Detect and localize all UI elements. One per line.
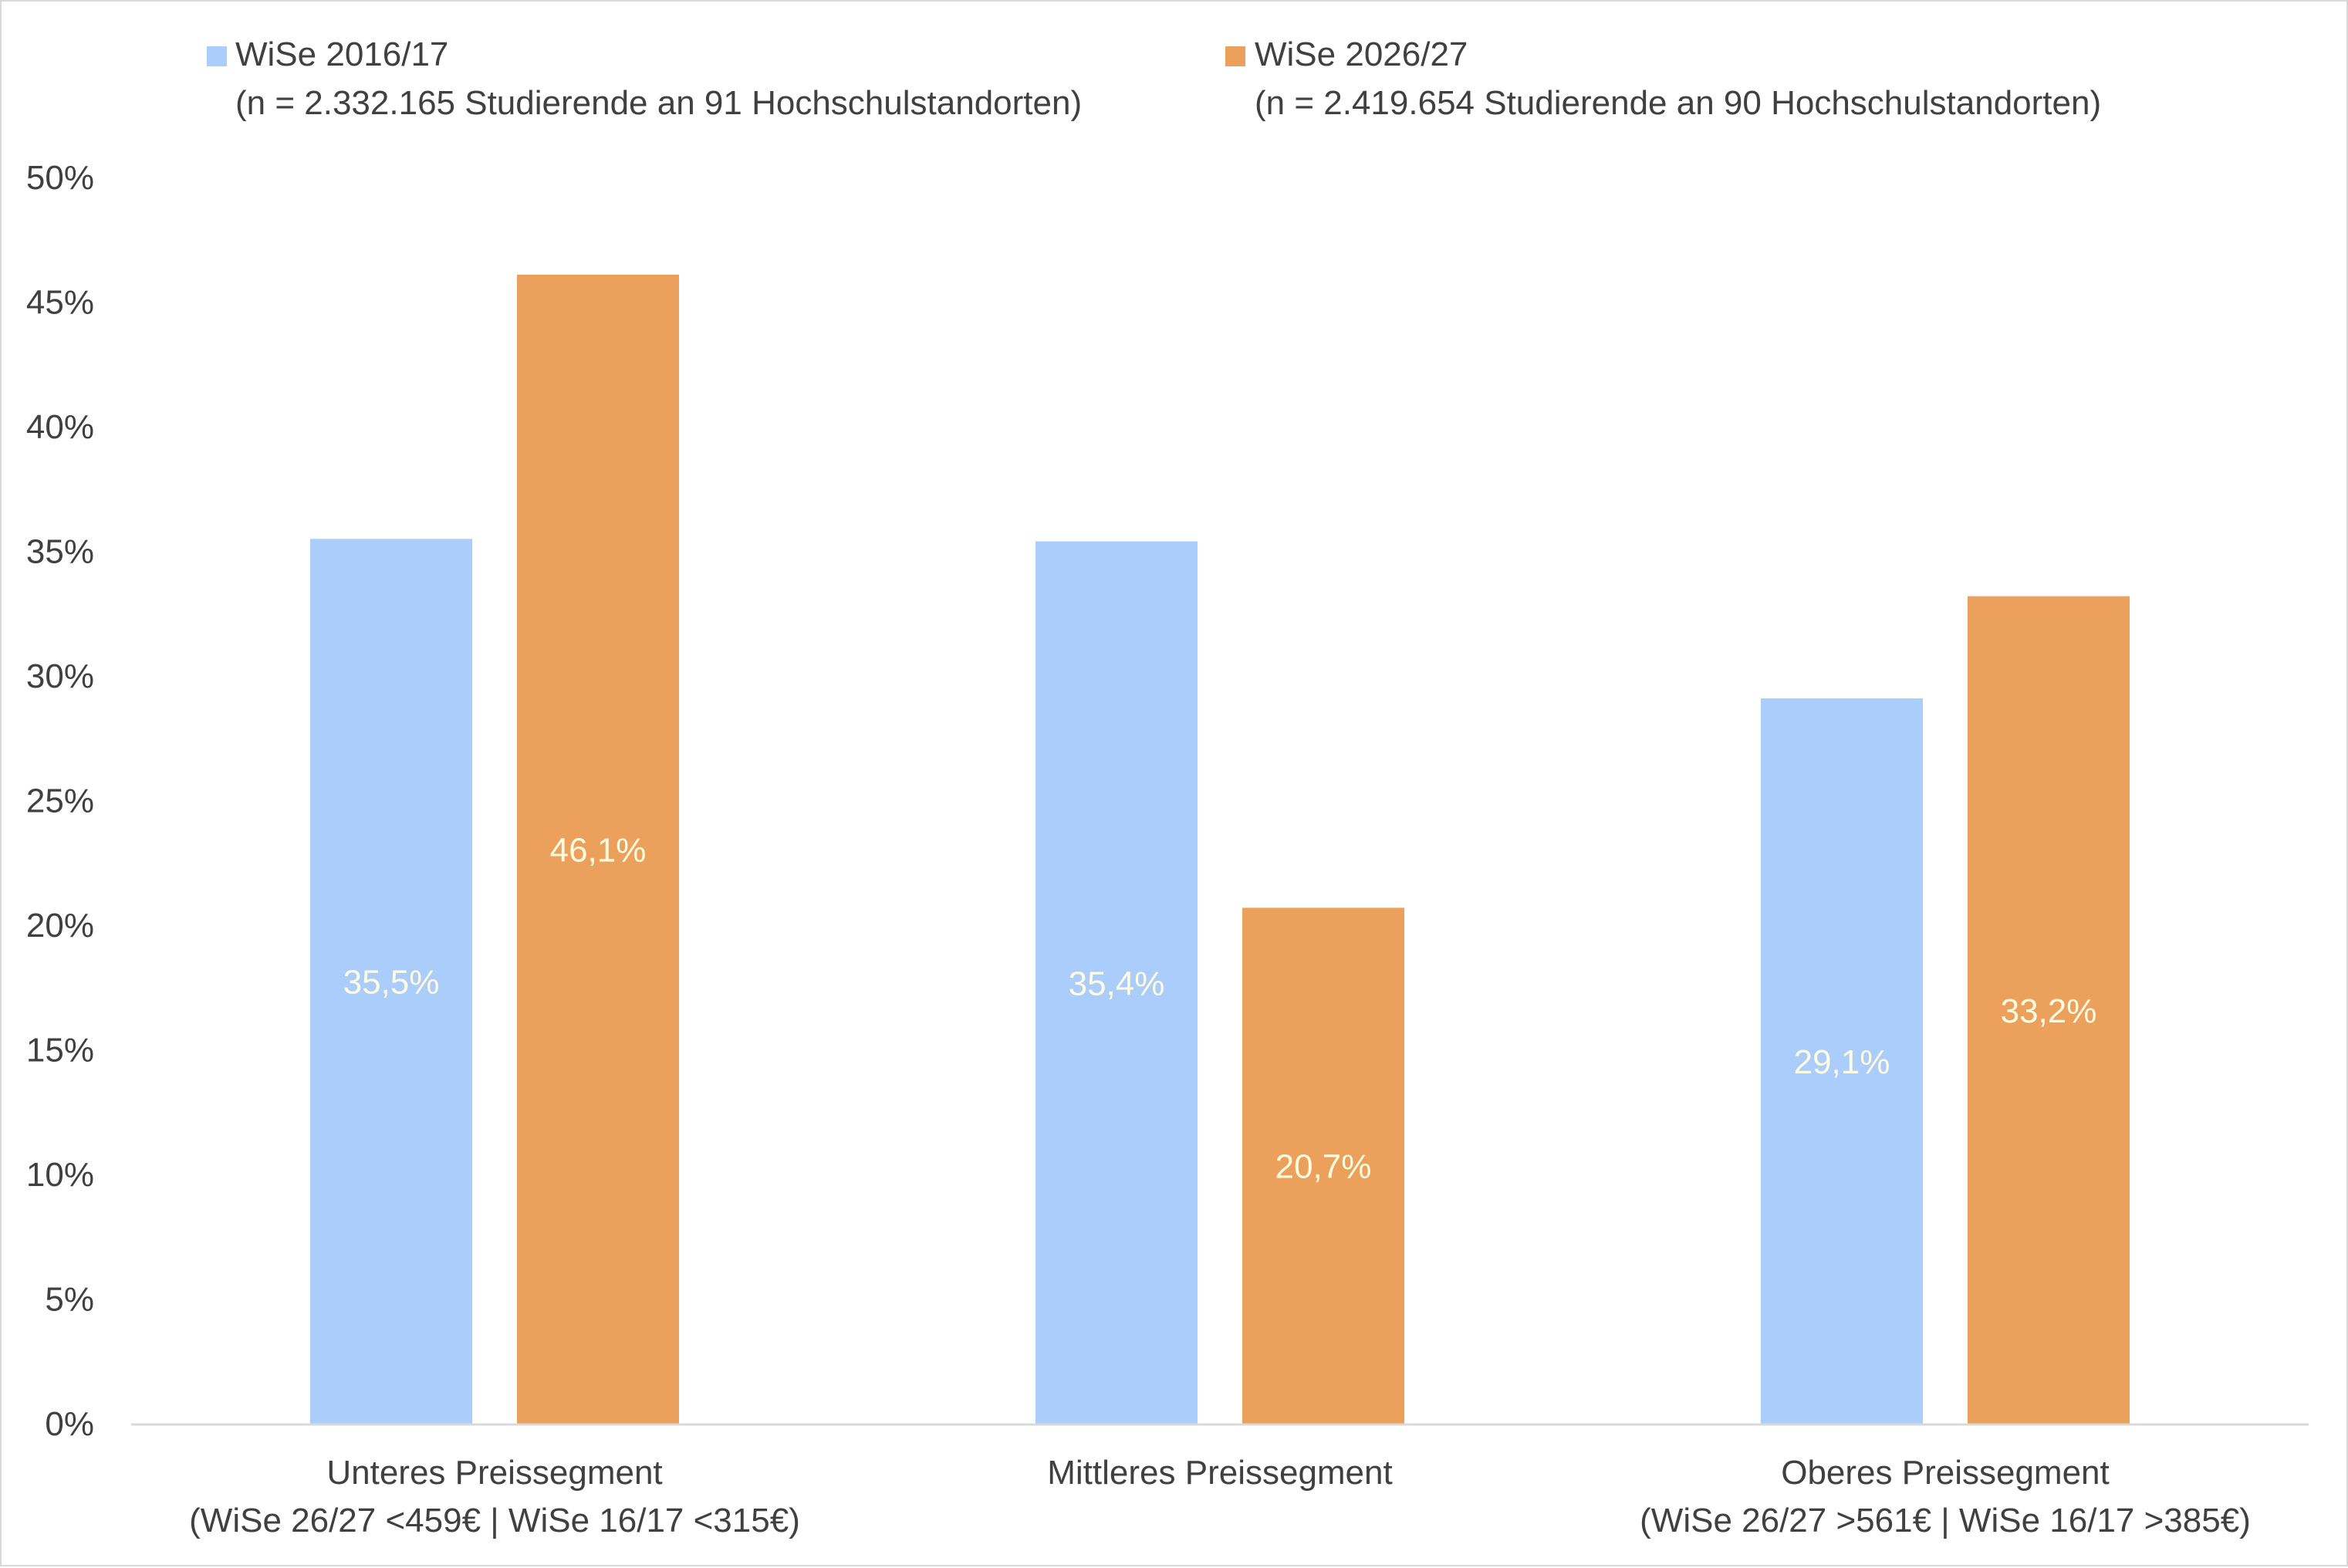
legend-label-wise-2026-27: WiSe 2026/27 bbox=[1255, 35, 1468, 73]
y-tick-label: 15% bbox=[26, 1032, 94, 1070]
y-tick-label: 45% bbox=[26, 284, 94, 322]
category-label-oberes-line2: (WiSe 26/27 >561€ | WiSe 16/17 >385€) bbox=[1640, 1502, 2251, 1539]
data-label: 46,1% bbox=[550, 831, 647, 869]
bar bbox=[1968, 596, 2130, 1424]
category-label-mittleres-line1: Mittleres Preissegment bbox=[1047, 1454, 1393, 1492]
y-tick-label: 25% bbox=[26, 782, 94, 820]
category-label-oberes: Oberes Preissegment (WiSe 26/27 >561€ | … bbox=[1559, 1449, 2331, 1545]
category-label-unteres-line2: (WiSe 26/27 <459€ | WiSe 16/17 <315€) bbox=[189, 1502, 800, 1539]
data-label: 33,2% bbox=[2001, 992, 2097, 1030]
data-label: 20,7% bbox=[1275, 1148, 1372, 1186]
data-label: 35,4% bbox=[1069, 965, 1165, 1002]
y-tick-label: 50% bbox=[26, 159, 94, 197]
category-label-oberes-line1: Oberes Preissegment bbox=[1781, 1454, 2110, 1492]
category-label-mittleres: Mittleres Preissegment bbox=[834, 1449, 1606, 1497]
data-label: 29,1% bbox=[1794, 1043, 1890, 1081]
legend-note-wise-2016-17: (n = 2.332.165 Studierende an 91 Hochsch… bbox=[235, 84, 1083, 122]
y-tick-label: 5% bbox=[45, 1281, 94, 1319]
data-label: 35,5% bbox=[343, 964, 440, 1002]
bar bbox=[1035, 541, 1198, 1424]
y-tick-label: 0% bbox=[45, 1405, 94, 1443]
bar bbox=[1761, 698, 1923, 1424]
bar bbox=[310, 539, 472, 1424]
y-tick-label: 40% bbox=[26, 408, 94, 446]
category-label-unteres: Unteres Preissegment (WiSe 26/27 <459€ |… bbox=[109, 1449, 880, 1545]
legend-note-wise-2026-27: (n = 2.419.654 Studierende an 90 Hochsch… bbox=[1255, 84, 2102, 122]
bar bbox=[517, 274, 679, 1424]
legend-label-wise-2016-17: WiSe 2016/17 bbox=[235, 35, 449, 73]
legend-swatch-wise-2026-27 bbox=[1225, 46, 1245, 66]
y-tick-label: 10% bbox=[26, 1156, 94, 1194]
legend-swatch-wise-2016-17 bbox=[207, 46, 227, 66]
y-tick-label: 30% bbox=[26, 657, 94, 695]
bar bbox=[1242, 907, 1404, 1424]
category-label-unteres-line1: Unteres Preissegment bbox=[326, 1454, 663, 1492]
y-tick-label: 20% bbox=[26, 907, 94, 945]
y-tick-label: 35% bbox=[26, 533, 94, 571]
